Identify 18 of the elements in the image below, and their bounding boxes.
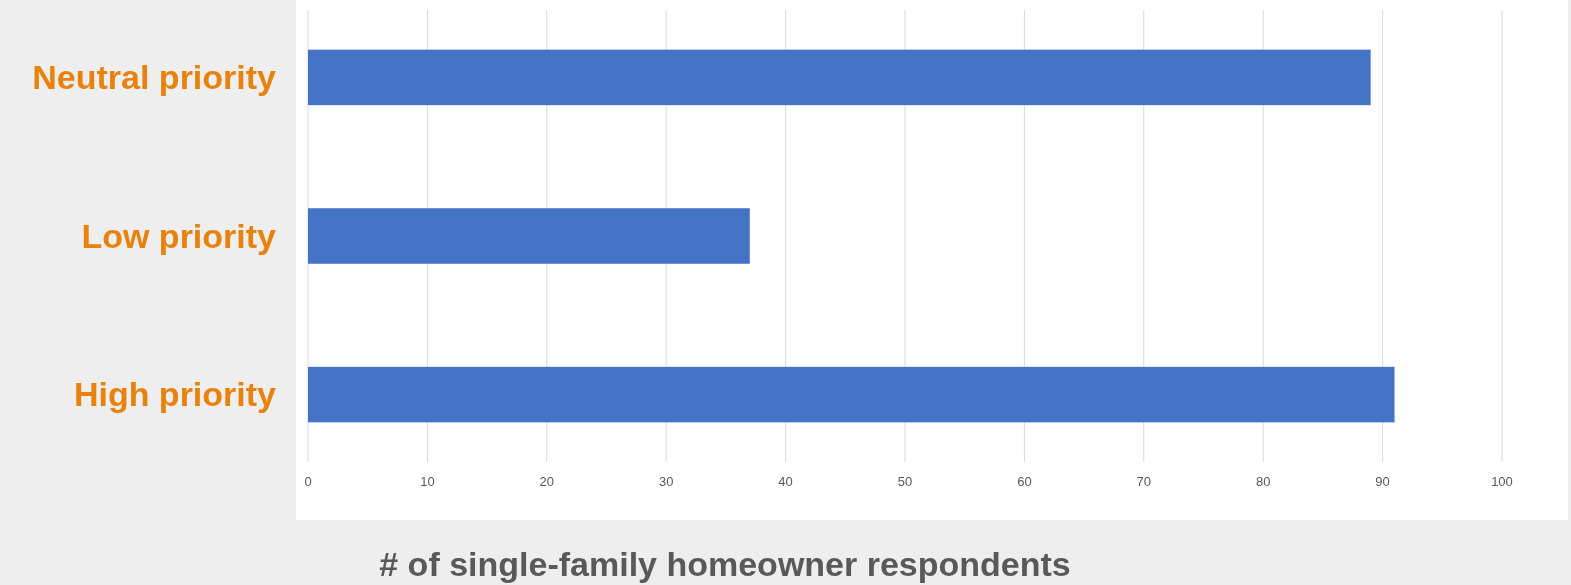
x-tick-label: 70 [1136,474,1152,489]
x-tick-label: 40 [778,474,793,489]
x-tick-label: 10 [420,474,435,489]
y-tick-label: High priority [73,375,277,414]
x-axis-title: # of single-family homeowner respondents [379,545,1071,583]
bar [308,49,1371,106]
x-tick-label: 90 [1375,474,1390,489]
x-tick-label: 50 [897,474,913,489]
x-tick-label: 80 [1255,474,1271,489]
x-tick-label: 0 [304,474,312,489]
bar [308,208,750,264]
y-tick-label: Low priority [81,216,277,255]
x-tick-label: 100 [1491,474,1513,489]
x-tick-label: 20 [539,474,555,489]
x-tick-label: 30 [658,474,674,489]
x-tick-label: 60 [1017,474,1032,489]
bar [308,366,1395,423]
y-tick-label: Neutral priority [32,58,277,97]
